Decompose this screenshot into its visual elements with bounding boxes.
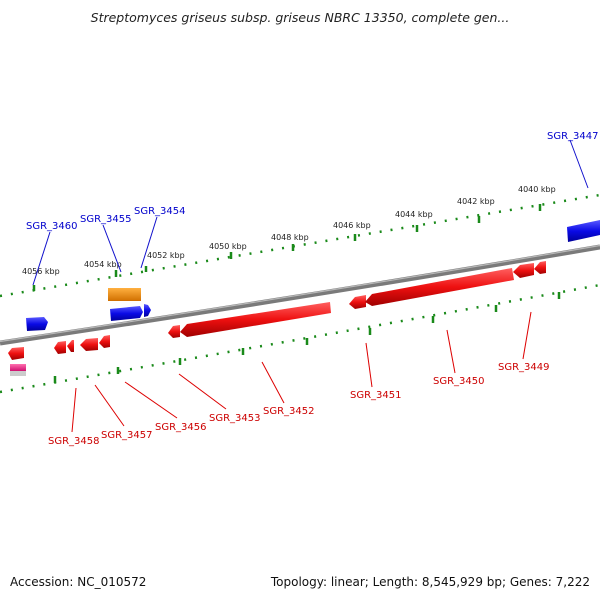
gene-label-sgr-3457[interactable]: SGR_3457 bbox=[101, 430, 153, 441]
genome-summary-text: Topology: linear; Length: 8,545,929 bp; … bbox=[270, 575, 590, 589]
gene-label-sgr-3449[interactable]: SGR_3449 bbox=[498, 362, 550, 373]
gene-label-sgr-3450[interactable]: SGR_3450 bbox=[433, 376, 485, 387]
scale-label-4052: 4052 kbp bbox=[147, 251, 185, 260]
reverse-gene-sgr-3457[interactable] bbox=[80, 338, 98, 351]
top-scale-track bbox=[0, 193, 600, 298]
bottom-label-leaders bbox=[71, 311, 532, 433]
gene-label-sgr-3451[interactable]: SGR_3451 bbox=[350, 390, 402, 401]
scale-label-4048: 4048 kbp bbox=[271, 233, 309, 242]
gene-label-sgr-3455[interactable]: SGR_3455 bbox=[80, 214, 132, 225]
rna-gene-orange[interactable] bbox=[108, 288, 141, 301]
reverse-gene-sgr-3458b[interactable] bbox=[67, 340, 74, 352]
gene-label-sgr-3458[interactable]: SGR_3458 bbox=[48, 436, 100, 447]
scale-label-4040: 4040 kbp bbox=[518, 185, 556, 194]
gene-label-sgr-3447[interactable]: SGR_3447 bbox=[547, 131, 599, 142]
reverse-gene-sgr-3449[interactable] bbox=[513, 263, 534, 278]
scale-label-4044: 4044 kbp bbox=[395, 210, 433, 219]
forward-gene-sgr-3455[interactable] bbox=[110, 306, 143, 321]
reverse-gene-sgr-3449b[interactable] bbox=[534, 261, 546, 274]
reverse-gene-sgr-3450[interactable] bbox=[365, 268, 514, 306]
scale-label-4056: 4056 kbp bbox=[22, 267, 60, 276]
gene-label-sgr-3453[interactable]: SGR_3453 bbox=[209, 413, 261, 424]
scale-label-4046: 4046 kbp bbox=[333, 221, 371, 230]
gene-label-sgr-3460[interactable]: SGR_3460 bbox=[26, 221, 78, 232]
genome-backbone bbox=[0, 244, 600, 346]
genome-backbone-highlight bbox=[0, 244, 600, 343]
scale-label-4050: 4050 kbp bbox=[209, 242, 247, 251]
top-label-leaders bbox=[32, 139, 589, 286]
bottom-scale-track bbox=[0, 283, 600, 394]
reverse-gene-sgr-3458[interactable] bbox=[54, 341, 66, 354]
reverse-gene-sgr-3456[interactable] bbox=[99, 335, 110, 348]
top-major-ticks bbox=[32, 204, 542, 291]
genome-title: Streptomyces griseus subsp. griseus NBRC… bbox=[90, 10, 510, 25]
reverse-gene-sgr-3451[interactable] bbox=[349, 295, 366, 309]
forward-gene-sgr-3447[interactable] bbox=[567, 220, 600, 242]
pseudo-gene-pink[interactable] bbox=[10, 364, 26, 371]
accession-text: Accession: NC_010572 bbox=[10, 575, 147, 589]
gene-label-sgr-3454[interactable]: SGR_3454 bbox=[134, 206, 186, 217]
reverse-gene-sgr-3453[interactable] bbox=[168, 325, 180, 338]
pseudo-gene-grey[interactable] bbox=[10, 371, 26, 376]
forward-gene-sgr-3454[interactable] bbox=[144, 304, 151, 317]
scale-label-4042: 4042 kbp bbox=[457, 197, 495, 206]
reverse-gene-left-edge[interactable] bbox=[8, 347, 24, 360]
forward-gene-sgr-3460[interactable] bbox=[26, 317, 48, 331]
gene-label-sgr-3456[interactable]: SGR_3456 bbox=[155, 422, 207, 433]
gene-label-sgr-3452[interactable]: SGR_3452 bbox=[263, 406, 315, 417]
scale-label-4054: 4054 kbp bbox=[84, 260, 122, 269]
bottom-major-ticks bbox=[53, 292, 561, 383]
reverse-gene-sgr-3452[interactable] bbox=[180, 302, 331, 337]
